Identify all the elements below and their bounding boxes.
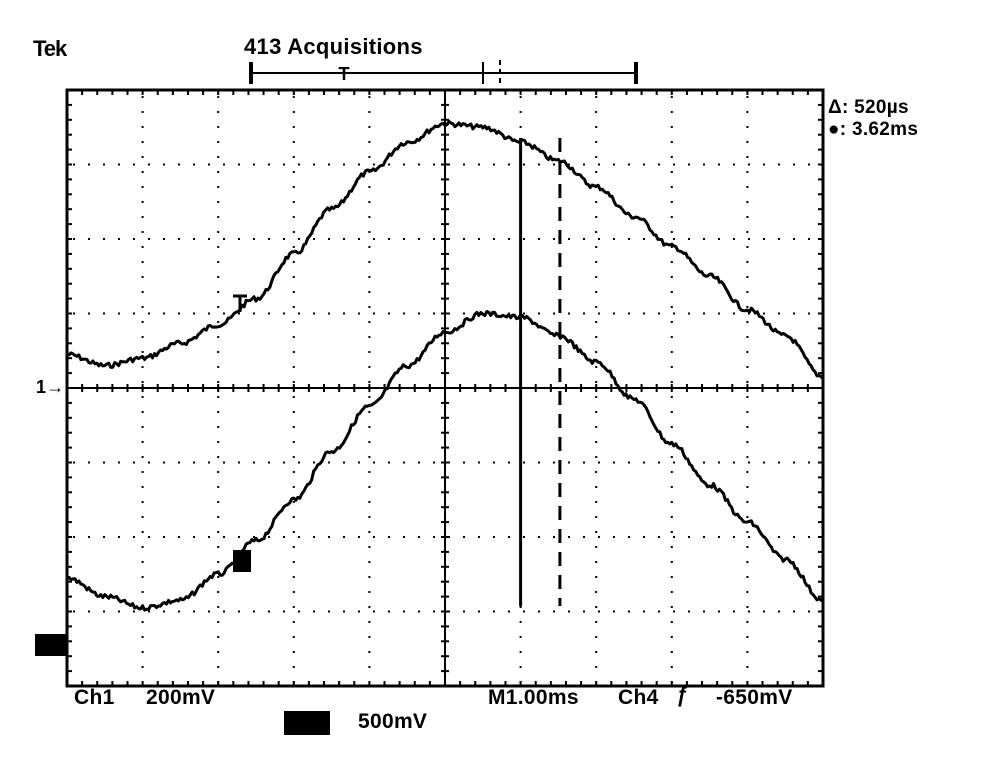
ch4-ground-marker [35, 634, 67, 656]
waveform-traces [66, 119, 825, 612]
trigger-source: Ch4 [618, 686, 659, 709]
ch1-ground-marker: 1→ [36, 377, 65, 397]
time-cursors [519, 138, 562, 606]
ch4-label-badge [284, 711, 330, 735]
trace-ch4 [66, 310, 824, 612]
absolute-value: : 3.62ms [839, 119, 919, 140]
delta-cursor-readout: Δ: 520µs [828, 97, 909, 119]
ch1-label: Ch1 [74, 686, 115, 709]
ch4-trace-marker [233, 550, 251, 572]
trigger-level: -650mV [716, 686, 793, 709]
delta-icon: Δ [828, 97, 842, 118]
ch1-scale: 200mV [146, 686, 216, 709]
record-position-bar: T [249, 60, 638, 86]
timebase-readout: M1.00ms [488, 686, 579, 709]
ch4-scale: 500mV [358, 710, 428, 733]
trigger-level-marker [233, 294, 247, 312]
trigger-position-marker: T [339, 64, 350, 84]
trace-ch1 [66, 119, 825, 380]
absolute-cursor-readout: ●: 3.62ms [828, 119, 918, 141]
cursor-dot-icon: ● [828, 119, 840, 140]
trigger-slope-icon: ƒ [676, 684, 688, 707]
delta-value: : 520µs [841, 97, 909, 118]
brand-logo: Tek [33, 36, 67, 61]
acquisition-status: 413 Acquisitions [244, 34, 423, 59]
graticule-center-axes [66, 89, 824, 687]
